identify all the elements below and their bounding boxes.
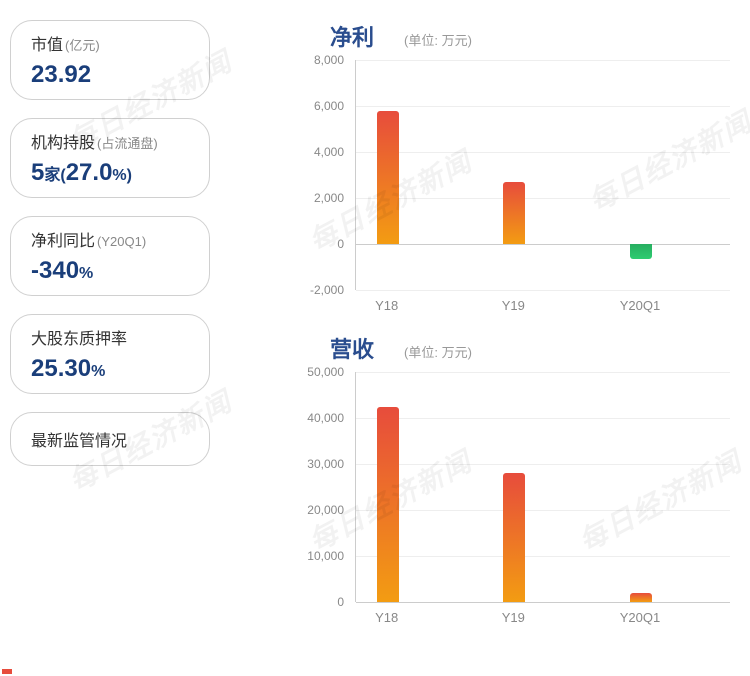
chart-area: -2,00002,0004,0006,0008,000Y18Y19Y20Q1 [290,60,740,320]
x-label: Y19 [502,298,525,313]
y-tick: 0 [290,595,344,609]
chart-bar [503,182,525,244]
chart-revenue: 营收 (单位: 万元) 0 10,000 20,000 30,000 40,000 50,… [280,332,740,632]
chart-bar [377,111,399,244]
y-tick: 4,000 [290,145,344,159]
metric-value-pct: 27.0 [66,159,113,186]
metric-value-suffix: % [79,265,93,282]
metric-sublabel: (占流通盘) [97,136,158,151]
x-label: Y18 [375,610,398,625]
y-tick: -2,000 [290,283,344,297]
chart-bar [503,473,525,602]
metric-value-suffix: 家( [44,167,65,184]
metric-label: 机构持股 [31,135,95,152]
metric-value-num: 25.30 [31,355,91,382]
metric-sublabel: (亿元) [65,38,100,53]
red-accent [2,669,12,674]
chart-unit: (单位: 万元) [404,342,472,361]
metric-value-num: -340 [31,257,79,284]
y-tick: 6,000 [290,99,344,113]
metric-market-cap: 市值(亿元) 23.92 [10,20,210,100]
metrics-column: 市值(亿元) 23.92 机构持股(占流通盘) 5家(27.0%) 净利同比(Y… [10,20,270,632]
chart-bar [630,244,652,259]
metric-pledge-rate: 大股东质押率 25.30% [10,314,210,394]
y-tick: 10,000 [290,549,344,563]
chart-title: 净利 [330,20,374,52]
metric-value-pct-suffix: %) [112,167,132,184]
metric-value: 5家(27.0%) [31,159,189,187]
y-tick: 50,000 [290,365,344,379]
y-tick: 2,000 [290,191,344,205]
metric-label: 最新监管情况 [31,427,189,451]
x-label: Y19 [502,610,525,625]
metric-regulatory: 最新监管情况 [10,412,210,466]
chart-bar [630,593,652,602]
metric-value: 25.30% [31,355,189,383]
x-label: Y20Q1 [620,298,660,313]
y-tick: 8,000 [290,53,344,67]
y-tick: 40,000 [290,411,344,425]
chart-title: 营收 [330,332,374,364]
metric-value: 23.92 [31,61,189,89]
metric-label: 市值 [31,37,63,54]
metric-sublabel: (Y20Q1) [97,234,146,249]
metric-value: -340% [31,257,189,285]
y-tick: 20,000 [290,503,344,517]
charts-column: 净利 (单位: 万元) -2,000 0 2,000 4,000 6,000 8,000 Y… [280,20,740,632]
chart-profit: 净利 (单位: 万元) -2,000 0 2,000 4,000 6,000 8,000 Y… [280,20,740,320]
y-tick: 30,000 [290,457,344,471]
metric-value-suffix: % [91,363,105,380]
metric-label: 大股东质押率 [31,331,127,348]
y-tick: 0 [290,237,344,251]
metric-profit-yoy: 净利同比(Y20Q1) -340% [10,216,210,296]
chart-bar [377,407,399,603]
x-label: Y18 [375,298,398,313]
x-label: Y20Q1 [620,610,660,625]
metric-label: 净利同比 [31,233,95,250]
metric-value-num: 5 [31,159,44,186]
chart-area: 010,00020,00030,00040,00050,000Y18Y19Y20… [290,372,740,632]
metric-institutional: 机构持股(占流通盘) 5家(27.0%) [10,118,210,198]
chart-unit: (单位: 万元) [404,30,472,49]
